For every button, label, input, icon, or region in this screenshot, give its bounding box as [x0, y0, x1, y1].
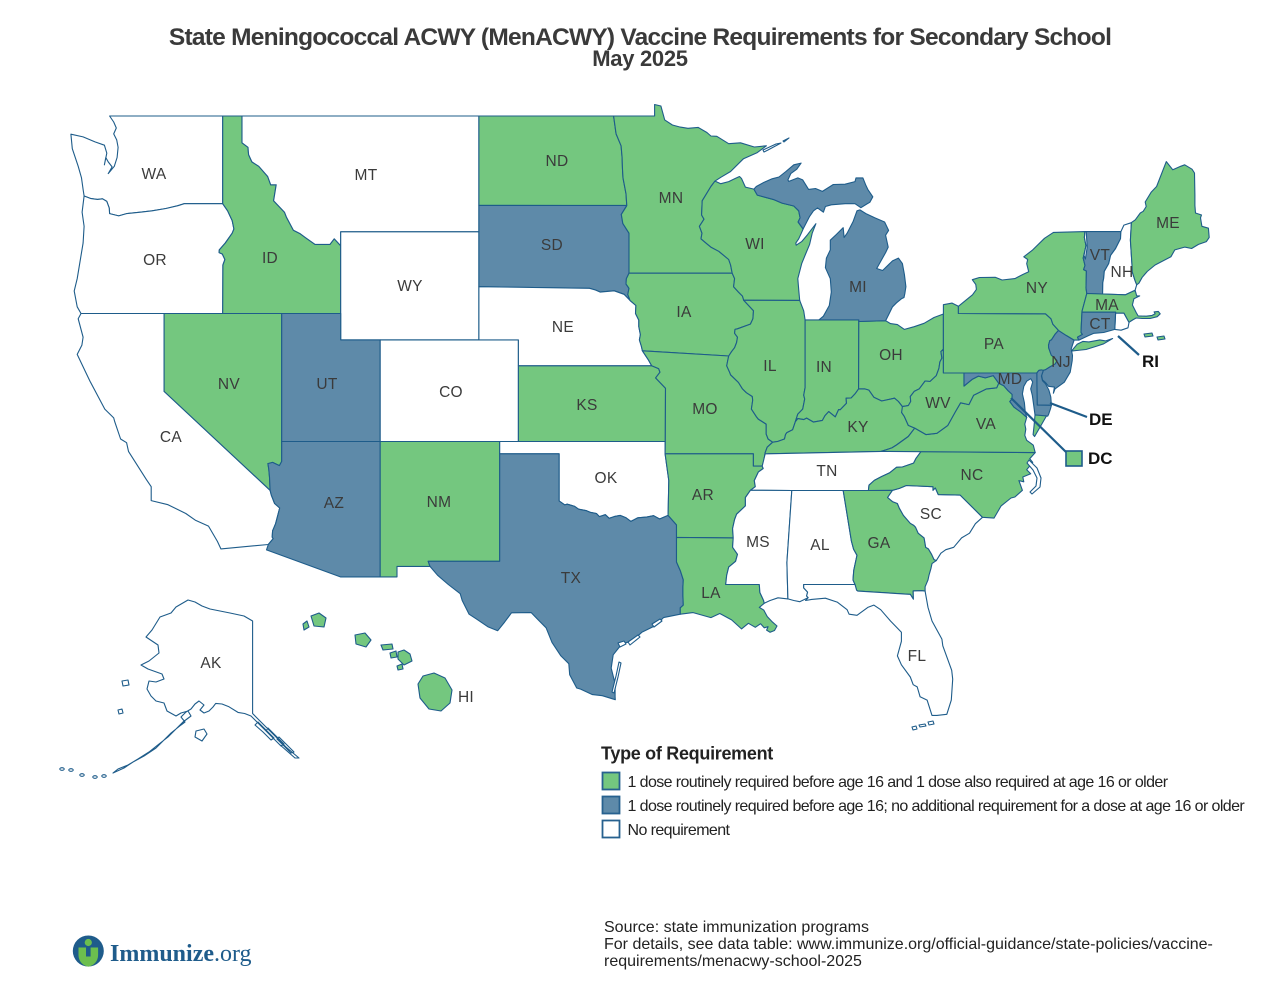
svg-text:Immunize.org: Immunize.org — [110, 941, 252, 967]
svg-text:MN: MN — [659, 190, 684, 207]
svg-text:Type of Requirement: Type of Requirement — [601, 744, 773, 764]
svg-text:requirements/menacwy-school-20: requirements/menacwy-school-2025 — [604, 953, 862, 970]
svg-text:FL: FL — [908, 648, 927, 665]
svg-text:PA: PA — [984, 336, 1004, 353]
svg-text:NJ: NJ — [1051, 354, 1071, 371]
svg-text:DC: DC — [1088, 449, 1113, 468]
svg-text:OK: OK — [595, 470, 618, 487]
svg-text:HI: HI — [458, 689, 474, 706]
svg-text:NE: NE — [552, 319, 574, 336]
svg-text:NC: NC — [961, 467, 984, 484]
svg-text:IN: IN — [816, 359, 832, 376]
svg-text:May 2025: May 2025 — [592, 46, 688, 71]
svg-text:OH: OH — [879, 347, 903, 364]
svg-text:MS: MS — [746, 534, 770, 551]
svg-text:CA: CA — [160, 429, 182, 446]
svg-text:OR: OR — [143, 252, 167, 269]
svg-text:VT: VT — [1090, 247, 1111, 264]
svg-text:IA: IA — [676, 304, 692, 321]
svg-text:SD: SD — [541, 237, 563, 254]
svg-text:WY: WY — [397, 278, 423, 295]
svg-text:AL: AL — [810, 537, 830, 554]
svg-text:1 dose routinely required befo: 1 dose routinely required before age 16 … — [628, 774, 1169, 791]
svg-text:RI: RI — [1142, 352, 1159, 371]
svg-text:CT: CT — [1089, 316, 1110, 333]
svg-text:IL: IL — [763, 358, 777, 375]
svg-text:No requirement: No requirement — [628, 822, 731, 839]
svg-text:NY: NY — [1026, 280, 1048, 297]
svg-text:ME: ME — [1156, 215, 1180, 232]
svg-text:AK: AK — [200, 655, 222, 672]
svg-text:Source: state immunization pro: Source: state immunization programs — [604, 919, 869, 936]
svg-text:KS: KS — [576, 397, 597, 414]
svg-text:UT: UT — [316, 376, 337, 393]
svg-text:MT: MT — [355, 167, 378, 184]
svg-text:MO: MO — [692, 401, 718, 418]
svg-text:WA: WA — [142, 166, 167, 183]
svg-text:WV: WV — [925, 395, 951, 412]
svg-text:State Meningococcal ACWY (MenA: State Meningococcal ACWY (MenACWY) Vacci… — [169, 24, 1111, 51]
svg-text:TX: TX — [561, 570, 582, 587]
svg-text:AR: AR — [692, 487, 714, 504]
svg-text:AZ: AZ — [324, 495, 344, 512]
svg-text:1 dose routinely required befo: 1 dose routinely required before age 16;… — [628, 798, 1246, 815]
svg-text:LA: LA — [701, 585, 721, 602]
svg-text:DE: DE — [1089, 410, 1113, 429]
svg-text:SC: SC — [920, 506, 942, 523]
svg-text:KY: KY — [847, 419, 868, 436]
svg-text:NV: NV — [218, 376, 240, 393]
svg-text:CO: CO — [439, 384, 463, 401]
svg-text:MA: MA — [1095, 297, 1119, 314]
svg-text:VA: VA — [976, 416, 996, 433]
svg-text:ND: ND — [546, 153, 569, 170]
svg-text:MD: MD — [998, 371, 1023, 388]
svg-text:For details, see data table: w: For details, see data table: www.immuniz… — [604, 936, 1213, 953]
svg-text:GA: GA — [868, 535, 891, 552]
svg-text:WI: WI — [745, 236, 765, 253]
svg-text:MI: MI — [849, 279, 867, 296]
svg-text:NM: NM — [427, 494, 452, 511]
svg-text:NH: NH — [1111, 264, 1134, 281]
svg-text:TN: TN — [816, 463, 837, 480]
svg-text:ID: ID — [262, 250, 278, 267]
